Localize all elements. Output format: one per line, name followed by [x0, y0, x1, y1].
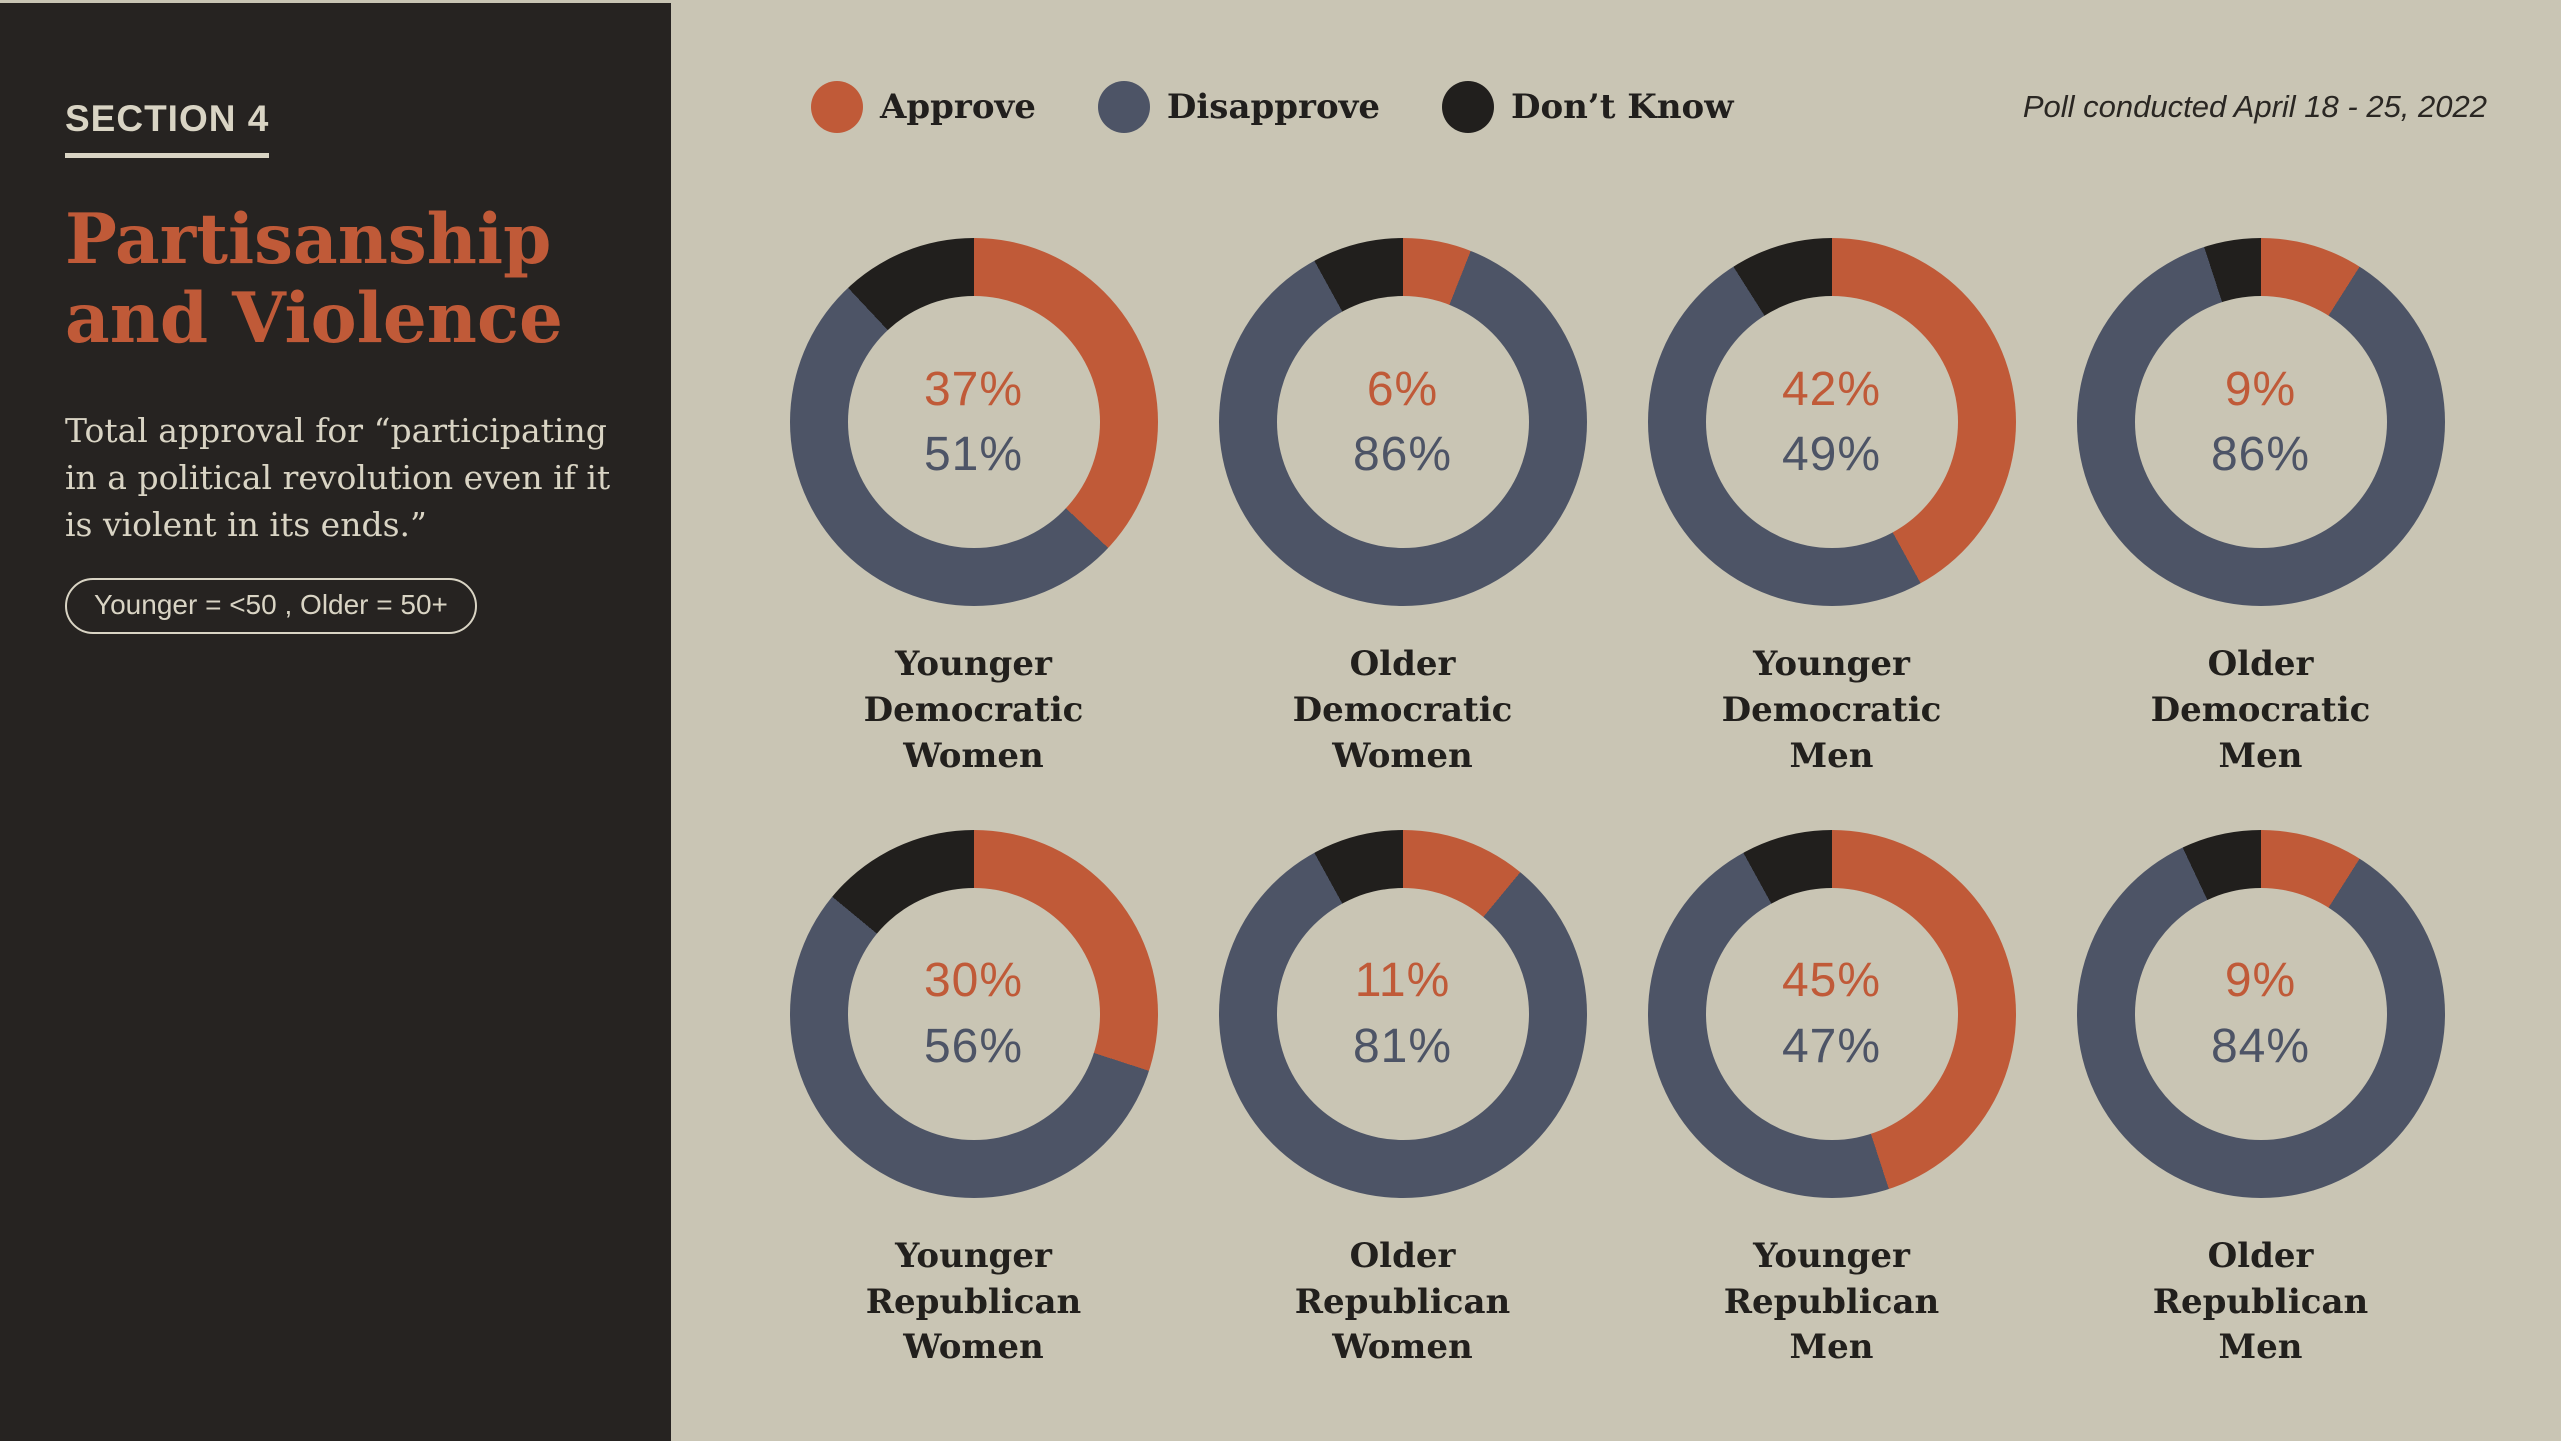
page-title: Partisanship and Violence: [65, 199, 563, 360]
approve-percentage: 42%: [1781, 362, 1882, 416]
donut-group-label: Younger Republican Men: [1723, 1235, 1940, 1368]
donut-center: 9% 86%: [2077, 238, 2445, 606]
donut-group-label: Older Republican Men: [2152, 1235, 2369, 1368]
donut-ring: 42% 49%: [1647, 238, 2016, 606]
donut-chart-younger-democratic-men: 42% 49% Younger Democratic Men: [1617, 238, 2046, 780]
donut-group-label: Older Democratic Men: [2150, 644, 2371, 776]
donut-center: 42% 49%: [1648, 238, 2016, 606]
donut-chart-younger-republican-men: 45% 47% Younger Republican Men: [1617, 829, 2046, 1372]
dont-know-swatch-icon: [1442, 81, 1495, 133]
chart-area: Approve Disapprove Don’t Know Poll condu…: [671, 0, 2561, 1441]
donut-group-label: Younger Republican Women: [865, 1235, 1082, 1368]
disapprove-percentage: 56%: [923, 1019, 1024, 1073]
disapprove-percentage: 86%: [1352, 428, 1453, 481]
sidebar: SECTION 4 Partisanship and Violence Tota…: [0, 3, 671, 1441]
legend-label: Approve: [880, 87, 1036, 127]
donut-center: 30% 56%: [790, 830, 1158, 1198]
donut-center: 45% 47%: [1648, 830, 2016, 1198]
legend-label: Don’t Know: [1511, 87, 1734, 127]
approve-percentage: 37%: [923, 362, 1024, 416]
donut-ring: 9% 86%: [2076, 238, 2445, 606]
donut-chart-older-democratic-men: 9% 86% Older Democratic Men: [2046, 238, 2475, 780]
donut-group-label: Younger Democratic Women: [863, 644, 1084, 776]
donut-ring: 37% 51%: [789, 238, 1158, 606]
approve-percentage: 9%: [2224, 362, 2297, 416]
legend-label: Disapprove: [1166, 87, 1381, 127]
age-definition-badge: Younger = <50 , Older = 50+: [65, 578, 477, 635]
donut-center: 11% 81%: [1219, 830, 1587, 1198]
description-text: Total approval for “participating in a p…: [65, 410, 611, 545]
donut-chart-younger-democratic-women: 37% 51% Younger Democratic Women: [759, 238, 1188, 780]
poll-date-note: Poll conducted April 18 - 25, 2022: [2022, 89, 2487, 124]
donut-grid: 37% 51% Younger Democratic Women 6% 86% …: [671, 238, 2561, 1371]
disapprove-percentage: 47%: [1781, 1019, 1882, 1073]
donut-chart-older-democratic-women: 6% 86% Older Democratic Women: [1188, 238, 1617, 780]
disapprove-percentage: 81%: [1352, 1019, 1453, 1073]
donut-center: 6% 86%: [1219, 238, 1587, 606]
donut-ring: 9% 84%: [2076, 829, 2445, 1198]
donut-chart-older-republican-women: 11% 81% Older Republican Women: [1188, 829, 1617, 1372]
donut-center: 9% 84%: [2077, 830, 2445, 1198]
approve-percentage: 45%: [1781, 954, 1882, 1008]
donut-ring: 6% 86%: [1218, 238, 1587, 606]
legend-item-dont-know: Don’t Know: [1442, 81, 1734, 133]
donut-ring: 45% 47%: [1647, 829, 2016, 1198]
disapprove-percentage: 49%: [1781, 428, 1882, 481]
legend-item-disapprove: Disapprove: [1097, 81, 1381, 133]
disapprove-percentage: 84%: [2210, 1019, 2311, 1073]
approve-percentage: 11%: [1354, 954, 1451, 1008]
donut-group-label: Older Democratic Women: [1292, 644, 1513, 776]
donut-chart-younger-republican-women: 30% 56% Younger Republican Women: [759, 829, 1188, 1372]
disapprove-swatch-icon: [1097, 81, 1150, 133]
donut-ring: 11% 81%: [1218, 829, 1587, 1198]
donut-group-label: Older Republican Women: [1294, 1235, 1511, 1368]
legend: Approve Disapprove Don’t Know: [811, 81, 1734, 133]
disapprove-percentage: 86%: [2210, 428, 2311, 481]
donut-chart-older-republican-men: 9% 84% Older Republican Men: [2046, 829, 2475, 1372]
disapprove-percentage: 51%: [923, 428, 1024, 481]
donut-ring: 30% 56%: [789, 829, 1158, 1198]
legend-item-approve: Approve: [811, 81, 1036, 133]
donut-group-label: Younger Democratic Men: [1721, 644, 1942, 776]
donut-center: 37% 51%: [790, 238, 1158, 606]
approve-percentage: 6%: [1366, 362, 1439, 416]
approve-percentage: 30%: [923, 954, 1024, 1008]
approve-swatch-icon: [811, 81, 863, 133]
approve-percentage: 9%: [2224, 954, 2297, 1008]
section-label: SECTION 4: [65, 98, 270, 158]
header-row: Approve Disapprove Don’t Know Poll condu…: [671, 0, 2561, 134]
